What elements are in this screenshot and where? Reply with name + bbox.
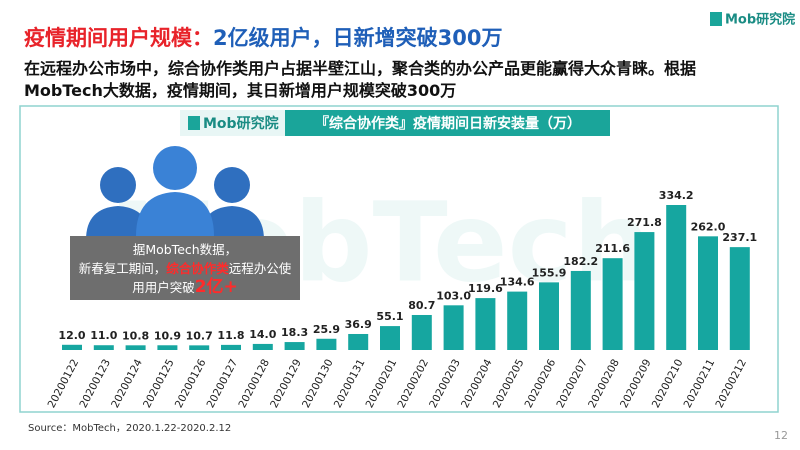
annotation-highlight: 2亿+ [194, 277, 238, 297]
value-label: 18.3 [281, 326, 308, 339]
value-label: 25.9 [313, 323, 340, 336]
value-label: 10.7 [186, 329, 213, 342]
x-tick-label: 20200208 [586, 357, 622, 410]
x-tick-label: 20200124 [109, 357, 145, 410]
bar [93, 345, 114, 350]
x-tick-label: 20200205 [491, 357, 527, 410]
value-label: 10.8 [122, 329, 149, 342]
value-label: 271.8 [627, 216, 662, 229]
value-label: 134.6 [500, 276, 535, 289]
annotation-box [70, 236, 300, 300]
x-tick-label: 20200211 [682, 357, 718, 410]
logo: Mob研究院 [725, 12, 795, 28]
logo-icon [710, 12, 722, 26]
value-label: 119.6 [468, 282, 503, 295]
bar [125, 345, 146, 350]
bar [539, 282, 559, 350]
value-label: 14.0 [249, 328, 276, 341]
bar [570, 270, 591, 350]
annotation-text: 新春复工期间， [78, 261, 167, 276]
bar [284, 342, 305, 350]
x-tick-label: 20200202 [395, 357, 431, 410]
value-label: 237.1 [722, 231, 757, 244]
value-label: 36.9 [345, 318, 372, 331]
x-tick-label: 20200131 [332, 357, 368, 410]
value-label: 155.9 [532, 266, 567, 279]
bar [729, 247, 750, 350]
title-part: 疫情期间用户规模： [24, 26, 213, 50]
bar [698, 236, 718, 350]
value-label: 103.0 [436, 289, 471, 302]
annotation-text: 据MobTech数据， [132, 242, 238, 257]
value-label: 11.8 [217, 329, 244, 342]
x-tick-label: 20200123 [77, 357, 113, 410]
bar [316, 338, 337, 350]
title-part: 2亿级用户，日新增突破300万 [213, 26, 503, 50]
bar [62, 344, 82, 350]
bar [666, 205, 687, 350]
value-label: 80.7 [408, 299, 435, 312]
value-label: 182.2 [563, 255, 598, 268]
x-tick-label: 20200130 [300, 357, 336, 410]
x-tick-label: 20200209 [618, 357, 654, 410]
source: Source：MobTech，2020.1.22-2020.2.12 [28, 423, 231, 434]
annotation: 据MobTech数据， 新春复工期间，综合协作类远程办公使用用户突破2亿+ [74, 240, 296, 297]
value-label: 262.0 [691, 220, 726, 233]
chart-title: 『综合协作类』疫情期间日新安装量（万） [315, 115, 581, 132]
x-tick-label: 20200122 [46, 357, 82, 410]
bar [157, 345, 178, 350]
bar [411, 314, 432, 350]
x-tick-label: 20200204 [459, 357, 495, 410]
x-tick-label: 20200207 [554, 357, 590, 410]
bar [380, 326, 400, 350]
people-icon [86, 146, 264, 240]
page-title: 疫情期间用户规模：2亿级用户，日新增突破300万 [24, 22, 502, 52]
bar [189, 345, 210, 350]
value-label: 12.0 [58, 329, 85, 342]
page-number: 12 [774, 429, 788, 442]
bar [634, 232, 655, 350]
x-tick-label: 20200201 [364, 357, 400, 410]
x-tick-label: 20200210 [650, 357, 686, 410]
bar [507, 291, 528, 350]
x-tick-label: 20200203 [427, 357, 463, 410]
bar [602, 258, 623, 350]
x-tick-label: 20200129 [268, 357, 304, 410]
chart-frame [19, 105, 779, 413]
value-label: 10.9 [154, 329, 181, 342]
bar [475, 298, 496, 350]
value-label: 334.2 [659, 189, 694, 202]
x-tick-label: 20200127 [205, 357, 241, 410]
x-tick-label: 20200125 [141, 357, 177, 410]
annotation-text: 远程办公使用用户突破 [132, 261, 292, 295]
x-tick-label: 20200128 [236, 357, 272, 410]
bar [443, 305, 464, 350]
bar [252, 343, 273, 350]
chart-brand: Mob研究院 [203, 115, 279, 132]
value-label: 11.0 [90, 329, 117, 342]
brand-icon [188, 116, 200, 130]
value-label: 211.6 [595, 242, 630, 255]
x-tick-label: 20200212 [713, 357, 749, 410]
x-tick-label: 20200126 [173, 357, 209, 410]
x-tick-label: 20200206 [523, 357, 559, 410]
subtitle: 在远程办公市场中，综合协作类用户占据半壁江山，聚合类的办公产品更能赢得大众青睐。… [24, 59, 697, 100]
annotation-highlight: 综合协作类 [166, 261, 229, 276]
value-label: 55.1 [376, 310, 403, 323]
bar [348, 333, 369, 350]
bar [221, 344, 241, 350]
